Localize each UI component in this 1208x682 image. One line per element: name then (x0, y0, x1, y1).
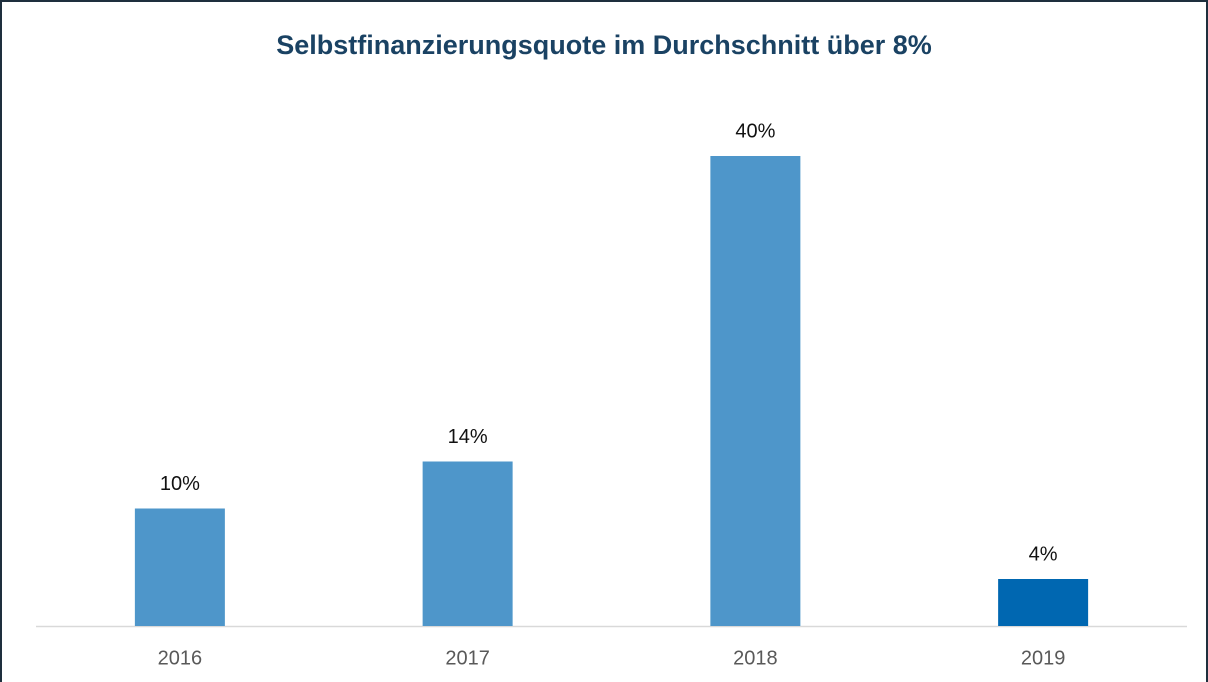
value-label: 4% (1029, 543, 1058, 565)
bar (710, 156, 801, 626)
bar (422, 461, 513, 626)
bar (998, 579, 1089, 626)
x-tick-label: 2018 (733, 647, 778, 669)
bar (134, 508, 225, 626)
x-tick-label: 2019 (1021, 647, 1066, 669)
x-tick-label: 2016 (158, 647, 203, 669)
value-label: 10% (160, 473, 200, 495)
chart-title: Selbstfinanzierungsquote im Durchschnitt… (276, 30, 932, 60)
value-label: 40% (735, 120, 775, 142)
value-label: 14% (448, 426, 488, 448)
x-tick-label: 2017 (445, 647, 490, 669)
